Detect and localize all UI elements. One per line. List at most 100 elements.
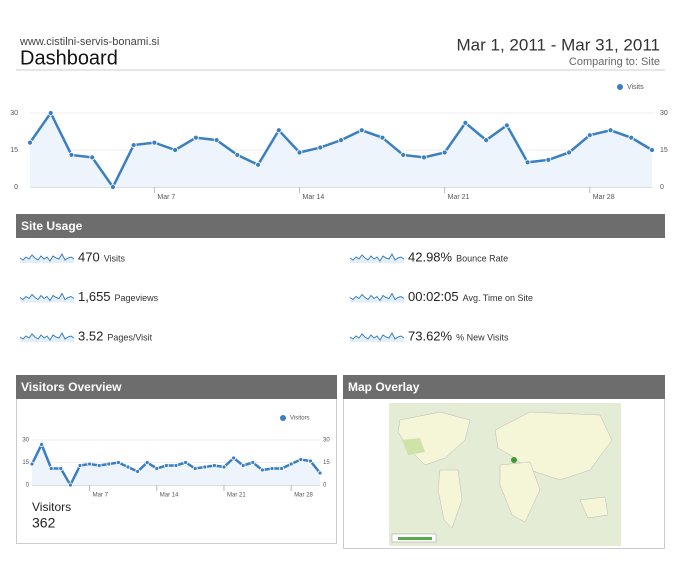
data-point[interactable] — [231, 455, 237, 461]
x-tick-label: Mar 7 — [93, 493, 109, 499]
y2-tick-label: 30 — [660, 110, 668, 117]
section-bar — [16, 214, 665, 238]
data-point[interactable] — [566, 149, 572, 156]
sparkline — [349, 252, 405, 262]
data-point[interactable] — [211, 463, 217, 468]
data-point[interactable] — [317, 470, 323, 476]
map-region — [402, 438, 425, 455]
data-point[interactable] — [39, 442, 44, 447]
data-point[interactable] — [96, 463, 102, 468]
data-point[interactable] — [279, 466, 285, 471]
data-point[interactable] — [154, 466, 160, 471]
legend-swatch — [280, 415, 286, 421]
sparkline — [19, 292, 75, 302]
metric-label: Pageviews — [115, 293, 159, 303]
data-point[interactable] — [275, 127, 282, 134]
data-point[interactable] — [298, 457, 304, 462]
data-point[interactable] — [524, 159, 531, 166]
y-tick-label: 30 — [10, 110, 18, 117]
data-point[interactable] — [586, 132, 593, 139]
data-point[interactable] — [68, 152, 75, 158]
data-point[interactable] — [173, 463, 179, 468]
data-point[interactable] — [144, 460, 150, 465]
data-point[interactable] — [151, 139, 158, 146]
y2-tick-label: 0 — [323, 483, 327, 489]
section-title: Site Usage — [21, 219, 83, 233]
data-point[interactable] — [240, 463, 246, 468]
metric-value: 73.62% — [408, 328, 453, 343]
data-point[interactable] — [110, 184, 116, 190]
panel-title[interactable]: Map Overlay — [348, 380, 420, 394]
site-url: www.cistilni-servis-bonami.si — [19, 36, 159, 48]
data-point[interactable] — [234, 152, 241, 158]
data-point[interactable] — [68, 482, 73, 488]
y2-tick-label: 30 — [323, 438, 330, 444]
data-point[interactable] — [607, 127, 614, 134]
data-point[interactable] — [221, 464, 227, 470]
metric-label: % New Visits — [456, 332, 509, 342]
data-point[interactable] — [202, 464, 208, 470]
y2-tick-label: 15 — [323, 460, 330, 466]
data-point[interactable] — [192, 466, 198, 471]
x-tick-label: Mar 21 — [448, 194, 470, 201]
data-point[interactable] — [29, 461, 35, 467]
data-point[interactable] — [172, 147, 179, 153]
data-point[interactable] — [483, 137, 490, 144]
data-point[interactable] — [213, 137, 220, 144]
data-point[interactable] — [296, 149, 303, 156]
map-legend-scale — [398, 537, 432, 540]
x-tick-label: Mar 21 — [227, 493, 246, 499]
y-tick-label: 30 — [22, 438, 29, 444]
data-point[interactable] — [87, 461, 92, 467]
data-point[interactable] — [269, 466, 275, 471]
panel-title[interactable]: Visitors Overview — [21, 380, 122, 394]
data-point[interactable] — [259, 467, 265, 473]
sparkline — [19, 331, 75, 341]
data-point[interactable] — [58, 466, 64, 471]
data-point[interactable] — [125, 464, 131, 470]
data-point[interactable] — [421, 154, 427, 161]
data-point[interactable] — [307, 458, 313, 464]
metric-value: 470 — [78, 249, 100, 264]
data-point[interactable] — [400, 152, 407, 158]
data-point[interactable] — [462, 119, 469, 126]
sparkline — [349, 292, 405, 302]
data-point[interactable] — [135, 469, 141, 474]
metric-label: Visitors — [32, 500, 71, 514]
metric-value: 362 — [32, 515, 56, 531]
data-point[interactable] — [649, 147, 655, 153]
data-point[interactable] — [89, 154, 96, 161]
data-point[interactable] — [250, 460, 256, 465]
data-point[interactable] — [192, 134, 199, 141]
data-point[interactable] — [338, 137, 344, 144]
map-land — [579, 496, 609, 519]
date-range[interactable]: Mar 1, 2011 - Mar 31, 2011 — [457, 35, 660, 54]
data-point[interactable] — [27, 139, 33, 146]
data-point[interactable] — [47, 110, 54, 116]
data-point[interactable] — [358, 127, 365, 134]
x-tick-label: Mar 14 — [160, 493, 179, 499]
world-map[interactable] — [389, 403, 621, 546]
data-point[interactable] — [288, 461, 294, 467]
map-land — [437, 469, 463, 529]
metric-value: 42.98% — [408, 249, 453, 264]
data-point[interactable] — [183, 460, 189, 465]
data-point[interactable] — [441, 149, 448, 156]
data-point[interactable] — [116, 460, 121, 465]
data-point[interactable] — [77, 463, 83, 468]
data-point[interactable] — [503, 122, 510, 129]
comparison: Comparing to: Site — [569, 56, 660, 68]
data-point[interactable] — [628, 134, 635, 141]
sparkline — [19, 252, 75, 262]
data-point[interactable] — [163, 463, 169, 468]
data-point[interactable] — [317, 144, 324, 151]
page-title: Dashboard — [20, 47, 118, 69]
data-point[interactable] — [255, 161, 261, 168]
sparkline-area — [350, 293, 404, 303]
data-point[interactable] — [130, 142, 137, 148]
data-point[interactable] — [379, 134, 386, 141]
data-point[interactable] — [545, 156, 552, 163]
data-point[interactable] — [48, 466, 54, 471]
data-point[interactable] — [106, 461, 112, 467]
